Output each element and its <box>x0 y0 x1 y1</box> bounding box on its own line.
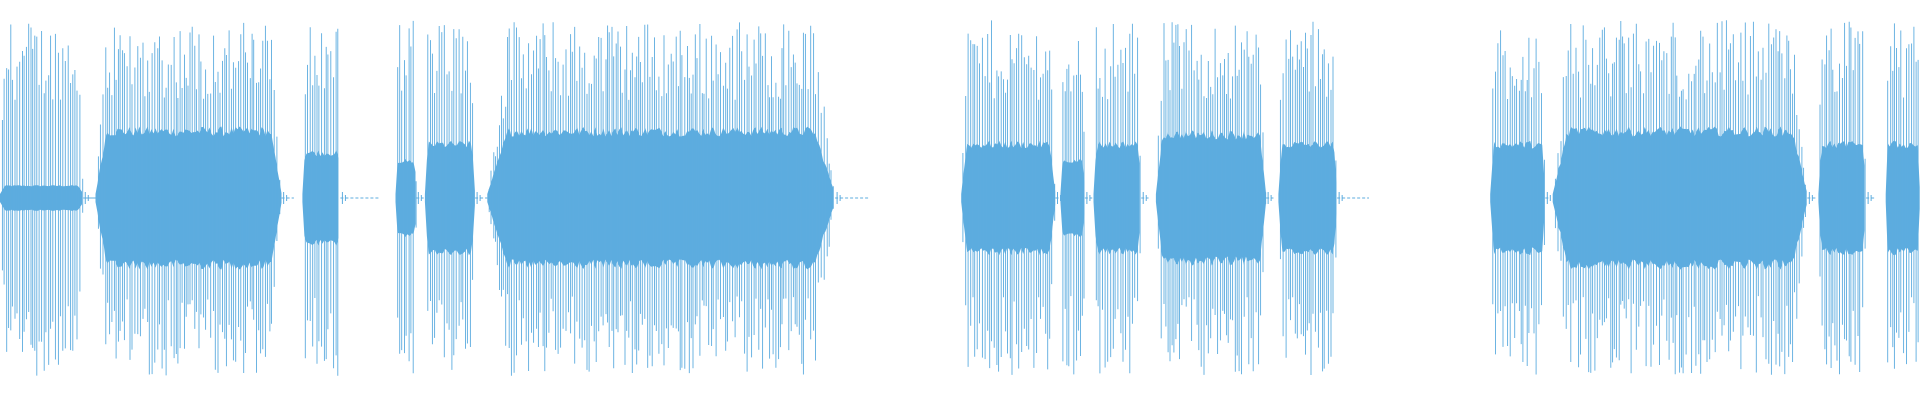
waveform-peaks <box>1157 22 1267 375</box>
waveform-peaks <box>1095 23 1141 374</box>
waveform-peaks <box>397 20 417 374</box>
waveform-tail-blip <box>1267 192 1272 204</box>
waveform-core <box>1490 140 1545 256</box>
waveform-core <box>0 185 82 211</box>
waveform-peaks <box>1887 23 1919 369</box>
waveform-core <box>95 126 282 270</box>
waveform-peaks <box>1554 20 1806 375</box>
waveform-tail-blip <box>1057 192 1062 204</box>
waveform-peaks <box>488 22 834 376</box>
waveform-peaks <box>962 20 1056 375</box>
waveform-core <box>302 149 339 247</box>
waveform-peaks <box>97 22 281 376</box>
waveform-core <box>395 159 416 237</box>
waveform-tail-blip <box>1142 192 1147 204</box>
waveform-tail-blip <box>836 192 841 204</box>
waveform-tail-blip <box>341 192 346 204</box>
waveform-tail-blip <box>1867 192 1872 204</box>
waveform-tail-blip <box>417 192 422 204</box>
waveform-peaks <box>1819 21 1866 375</box>
waveform-peaks <box>1492 30 1545 375</box>
waveform-tail-blip <box>283 192 288 204</box>
waveform-peaks <box>1 23 84 376</box>
waveform-tail-blip <box>1086 192 1091 204</box>
waveform-peaks <box>1062 41 1085 375</box>
waveform-core <box>961 140 1056 256</box>
waveform-peaks <box>304 27 339 376</box>
waveform-peaks <box>1279 21 1337 375</box>
waveform-core <box>487 126 834 270</box>
waveform-peaks <box>427 25 474 370</box>
waveform-tail-blip <box>1338 192 1343 204</box>
waveform-tail-blip <box>476 192 481 204</box>
waveform-tail-blip <box>1808 192 1813 204</box>
waveform-tail-blip <box>1546 192 1551 204</box>
